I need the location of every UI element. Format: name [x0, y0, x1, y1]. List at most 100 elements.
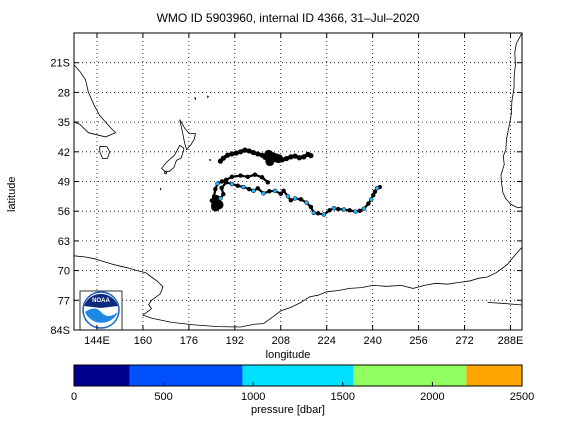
coastline-tasmania [99, 145, 111, 160]
colorbar-tick-label-2000: 2000 [420, 391, 444, 403]
y-tick-label-42: 42 [58, 147, 70, 159]
profile-point-2 [230, 182, 234, 186]
dense-point-1 [220, 155, 226, 161]
trajectory-point-49 [372, 189, 378, 194]
trajectory-point-48 [371, 192, 376, 198]
profile-point-10 [312, 211, 316, 215]
x-tick-label-176: 176 [180, 335, 198, 347]
dense-point-6 [242, 147, 248, 153]
colorbar-tick-label-1000: 1000 [241, 391, 265, 403]
x-tick-label-288: 288E [498, 335, 524, 347]
dense-point-18 [283, 155, 290, 162]
coastline-south-america [500, 33, 522, 209]
x-tick-label-192: 192 [226, 335, 244, 347]
figure-title: WMO ID 5903960, internal ID 4366, 31–Jul… [156, 11, 420, 25]
profile-point-4 [251, 189, 256, 193]
profile-point-7 [286, 194, 290, 199]
profile-point-12 [332, 206, 336, 210]
large-marker-6 [211, 202, 221, 212]
trajectory-point-38 [327, 208, 332, 213]
trajectory-point-1 [259, 175, 265, 180]
noaa-logo-sky [84, 293, 118, 308]
dense-point-20 [292, 153, 298, 159]
noaa-logo-text: NOAA [92, 298, 110, 304]
coastline-chatham [208, 159, 212, 162]
coastline-australia [74, 64, 117, 138]
trajectory-point-32 [298, 197, 304, 202]
y-tick-label-49: 49 [58, 177, 70, 189]
x-tick-label-208: 208 [272, 335, 290, 347]
profile-point-13 [342, 207, 346, 212]
trajectory-point-5 [229, 174, 235, 180]
trajectory-point-19 [235, 183, 240, 188]
profile-point-15 [362, 206, 366, 211]
dense-point-2 [225, 152, 231, 158]
x-tick-label-144: 144E [84, 335, 110, 347]
trajectory-point-17 [224, 180, 229, 185]
dense-point-24 [308, 153, 314, 159]
x-tick-label-256: 256 [409, 335, 427, 347]
dense-point-5 [237, 149, 244, 155]
profile-point-3 [241, 185, 246, 189]
trajectory-point-9 [213, 186, 218, 192]
profile-point-16 [369, 197, 373, 202]
colorbar-band-4 [466, 365, 522, 386]
trajectory-point-25 [267, 189, 272, 194]
coastline-antarctica-bay [487, 302, 522, 306]
profile-point-8 [293, 196, 297, 201]
profile-point-11 [322, 212, 326, 217]
profile-point-14 [353, 209, 358, 214]
y-tick-label-63: 63 [58, 236, 70, 248]
colorbar-band-1 [129, 365, 243, 386]
trajectory-point-44 [357, 208, 362, 213]
colorbar-band-0 [74, 365, 130, 386]
y-tick-label-56: 56 [58, 206, 70, 218]
trajectory-point-40 [336, 206, 341, 212]
colorbar-tick-label-0: 0 [71, 391, 77, 403]
profile-point-9 [304, 201, 309, 205]
x-tick-label-224: 224 [318, 335, 336, 347]
dense-point-22 [301, 154, 307, 160]
large-marker-3 [273, 154, 283, 164]
y-tick-label-21: 21S [50, 58, 70, 70]
colorbar-tick-label-2500: 2500 [510, 391, 534, 403]
profile-point-5 [261, 191, 266, 196]
coastline-kermadec [194, 97, 197, 101]
x-tick-label-160: 160 [134, 335, 152, 347]
x-axis-label: longitude [265, 349, 311, 361]
coastline-auckland-is [159, 187, 162, 191]
colorbar-label: pressure [dbar] [251, 404, 325, 416]
dense-point-7 [246, 148, 252, 154]
trajectory-point-3 [245, 174, 250, 180]
trajectory-point-21 [246, 186, 252, 192]
noaa-logo-wave [85, 308, 118, 323]
colorbar-band-2 [242, 365, 354, 386]
trajectory-point-28 [281, 188, 286, 194]
y-tick-label-84: 84S [50, 325, 70, 337]
coastline-antarctica [74, 247, 522, 328]
dense-point-3 [229, 151, 235, 157]
trajectory-point-7 [219, 179, 225, 184]
colorbar-tick-label-1500: 1500 [331, 391, 355, 403]
dense-point-19 [288, 154, 294, 160]
trajectory-point-15 [221, 192, 226, 197]
colorbar-frame [73, 364, 523, 387]
trajectory-point-42 [347, 208, 352, 213]
trajectory-line [210, 173, 381, 216]
trajectory-point-0 [265, 180, 271, 185]
large-marker-4 [265, 157, 275, 167]
colorbar-band-3 [353, 365, 467, 386]
trajectory-point-34 [308, 204, 314, 210]
trajectory-point-46 [366, 201, 371, 206]
y-tick-label-77: 77 [58, 295, 70, 307]
trajectory-point-36 [315, 211, 321, 216]
coastline-nz-stewart [164, 171, 168, 175]
dense-point-9 [255, 151, 261, 157]
noaa-logo: NOAA [79, 290, 123, 330]
coastline-raoul [207, 95, 209, 99]
trajectory-point-16 [219, 185, 224, 191]
trajectory-point-2 [252, 172, 258, 177]
dense-point-8 [250, 150, 257, 156]
profile-point-0 [215, 181, 220, 186]
